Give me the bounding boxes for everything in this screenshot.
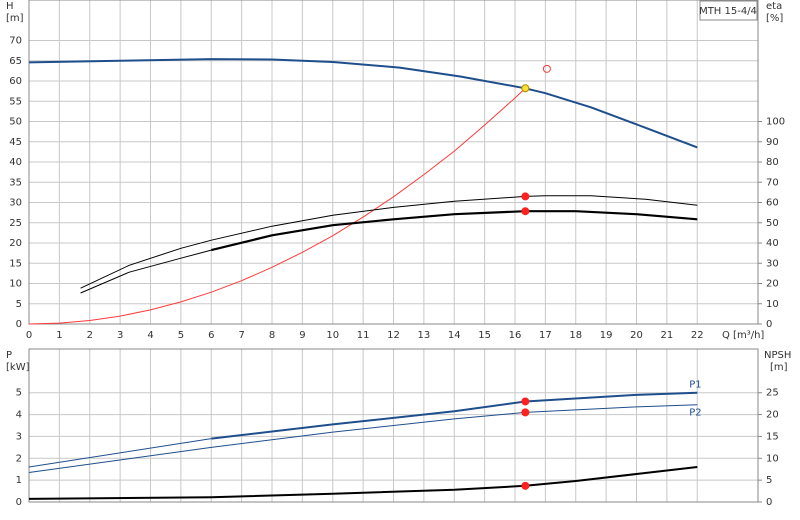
y-axis-label: P [6,350,12,361]
x-tick-label: 19 [600,330,613,341]
y2-tick-label: 10 [766,299,779,310]
y-tick-label: 1 [16,475,22,486]
y-axis-label: H [6,1,14,12]
y2-tick-label: 15 [766,431,779,442]
x-tick-label: 0 [26,330,32,341]
y-tick-label: 4 [16,410,22,421]
series-line [28,438,212,468]
x-tick-label: 9 [299,330,305,341]
y-axis-unit: [kW] [6,362,30,373]
x-tick-label: 17 [539,330,552,341]
y-tick-label: 2 [16,453,22,464]
series-line [80,195,698,289]
y-tick-label: 0 [16,319,22,330]
chart-title: MTH 15-4/4 [699,6,757,17]
y2-axis-unit: [m] [770,362,788,373]
y-tick-label: 55 [9,96,22,107]
series-line [211,391,698,440]
y2-tick-label: 10 [766,453,779,464]
x-tick-label: 3 [117,330,123,341]
y2-tick-label: 20 [766,279,779,290]
x-tick-label: 6 [208,330,214,341]
y2-tick-label: 20 [766,410,779,421]
y-tick-label: 40 [9,157,22,168]
series-label: P1 [689,380,701,391]
duty-point [521,481,530,490]
plot-frame [28,0,759,325]
x-tick-label: 18 [569,330,582,341]
duty-point [521,408,530,417]
y2-tick-label: 0 [766,319,772,330]
y2-axis-label: NPSH [764,350,791,361]
y2-tick-label: 70 [766,177,779,188]
x-tick-label: 13 [418,330,431,341]
y-tick-label: 50 [9,117,22,128]
duty-point [521,207,530,216]
y-tick-label: 5 [16,388,22,399]
series-line [28,404,698,473]
title-box [699,0,758,21]
x-tick-label: 16 [509,330,522,341]
x-tick-label: 7 [238,330,244,341]
series-line [211,210,698,252]
y-tick-label: 20 [9,238,22,249]
y-tick-label: 70 [9,36,22,47]
x-tick-label: 11 [357,330,370,341]
x-tick-label: 5 [178,330,184,341]
y2-tick-label: 60 [766,198,779,209]
y-tick-label: 30 [9,198,22,209]
x-tick-label: 2 [87,330,93,341]
series-line [28,87,526,325]
y2-tick-label: 30 [766,258,779,269]
y-tick-label: 15 [9,258,22,269]
y2-axis-label: eta [766,1,782,12]
y-tick-label: 5 [16,299,22,310]
x-tick-label: 12 [387,330,400,341]
x-tick-label: 4 [147,330,153,341]
x-tick-label: 10 [326,330,339,341]
y-tick-label: 60 [9,76,22,87]
series-label: P2 [689,408,701,419]
y2-tick-label: 50 [766,218,779,229]
x-tick-label: 20 [630,330,643,341]
y-tick-label: 45 [9,137,22,148]
y-tick-label: 10 [9,279,22,290]
y-tick-label: 65 [9,56,22,67]
y-axis-unit: [m] [6,13,24,24]
y-tick-label: 35 [9,177,22,188]
duty-point [542,64,551,73]
y2-tick-label: 40 [766,238,779,249]
x-tick-label: 22 [691,330,704,341]
x-tick-label: 21 [661,330,674,341]
series-line [80,249,212,294]
x-tick-label: 14 [448,330,461,341]
duty-point [521,397,530,406]
y-tick-label: 25 [9,218,22,229]
plot-frame [28,348,759,503]
series-line [28,58,698,149]
x-tick-label: 15 [478,330,491,341]
y2-axis-unit: [%] [766,13,783,24]
y2-tick-label: 0 [766,497,772,508]
duty-point [521,84,530,93]
y2-tick-label: 80 [766,157,779,168]
x-tick-label: 1 [56,330,62,341]
x-axis-label: Q [m³/h] [722,330,764,341]
y2-tick-label: 5 [766,475,772,486]
y-tick-label: 3 [16,431,22,442]
y2-tick-label: 90 [766,137,779,148]
y-tick-label: 0 [16,497,22,508]
x-tick-label: 8 [269,330,275,341]
duty-point [521,192,530,201]
y2-tick-label: 100 [766,117,785,128]
series-line [28,466,698,500]
y2-tick-label: 25 [766,388,779,399]
